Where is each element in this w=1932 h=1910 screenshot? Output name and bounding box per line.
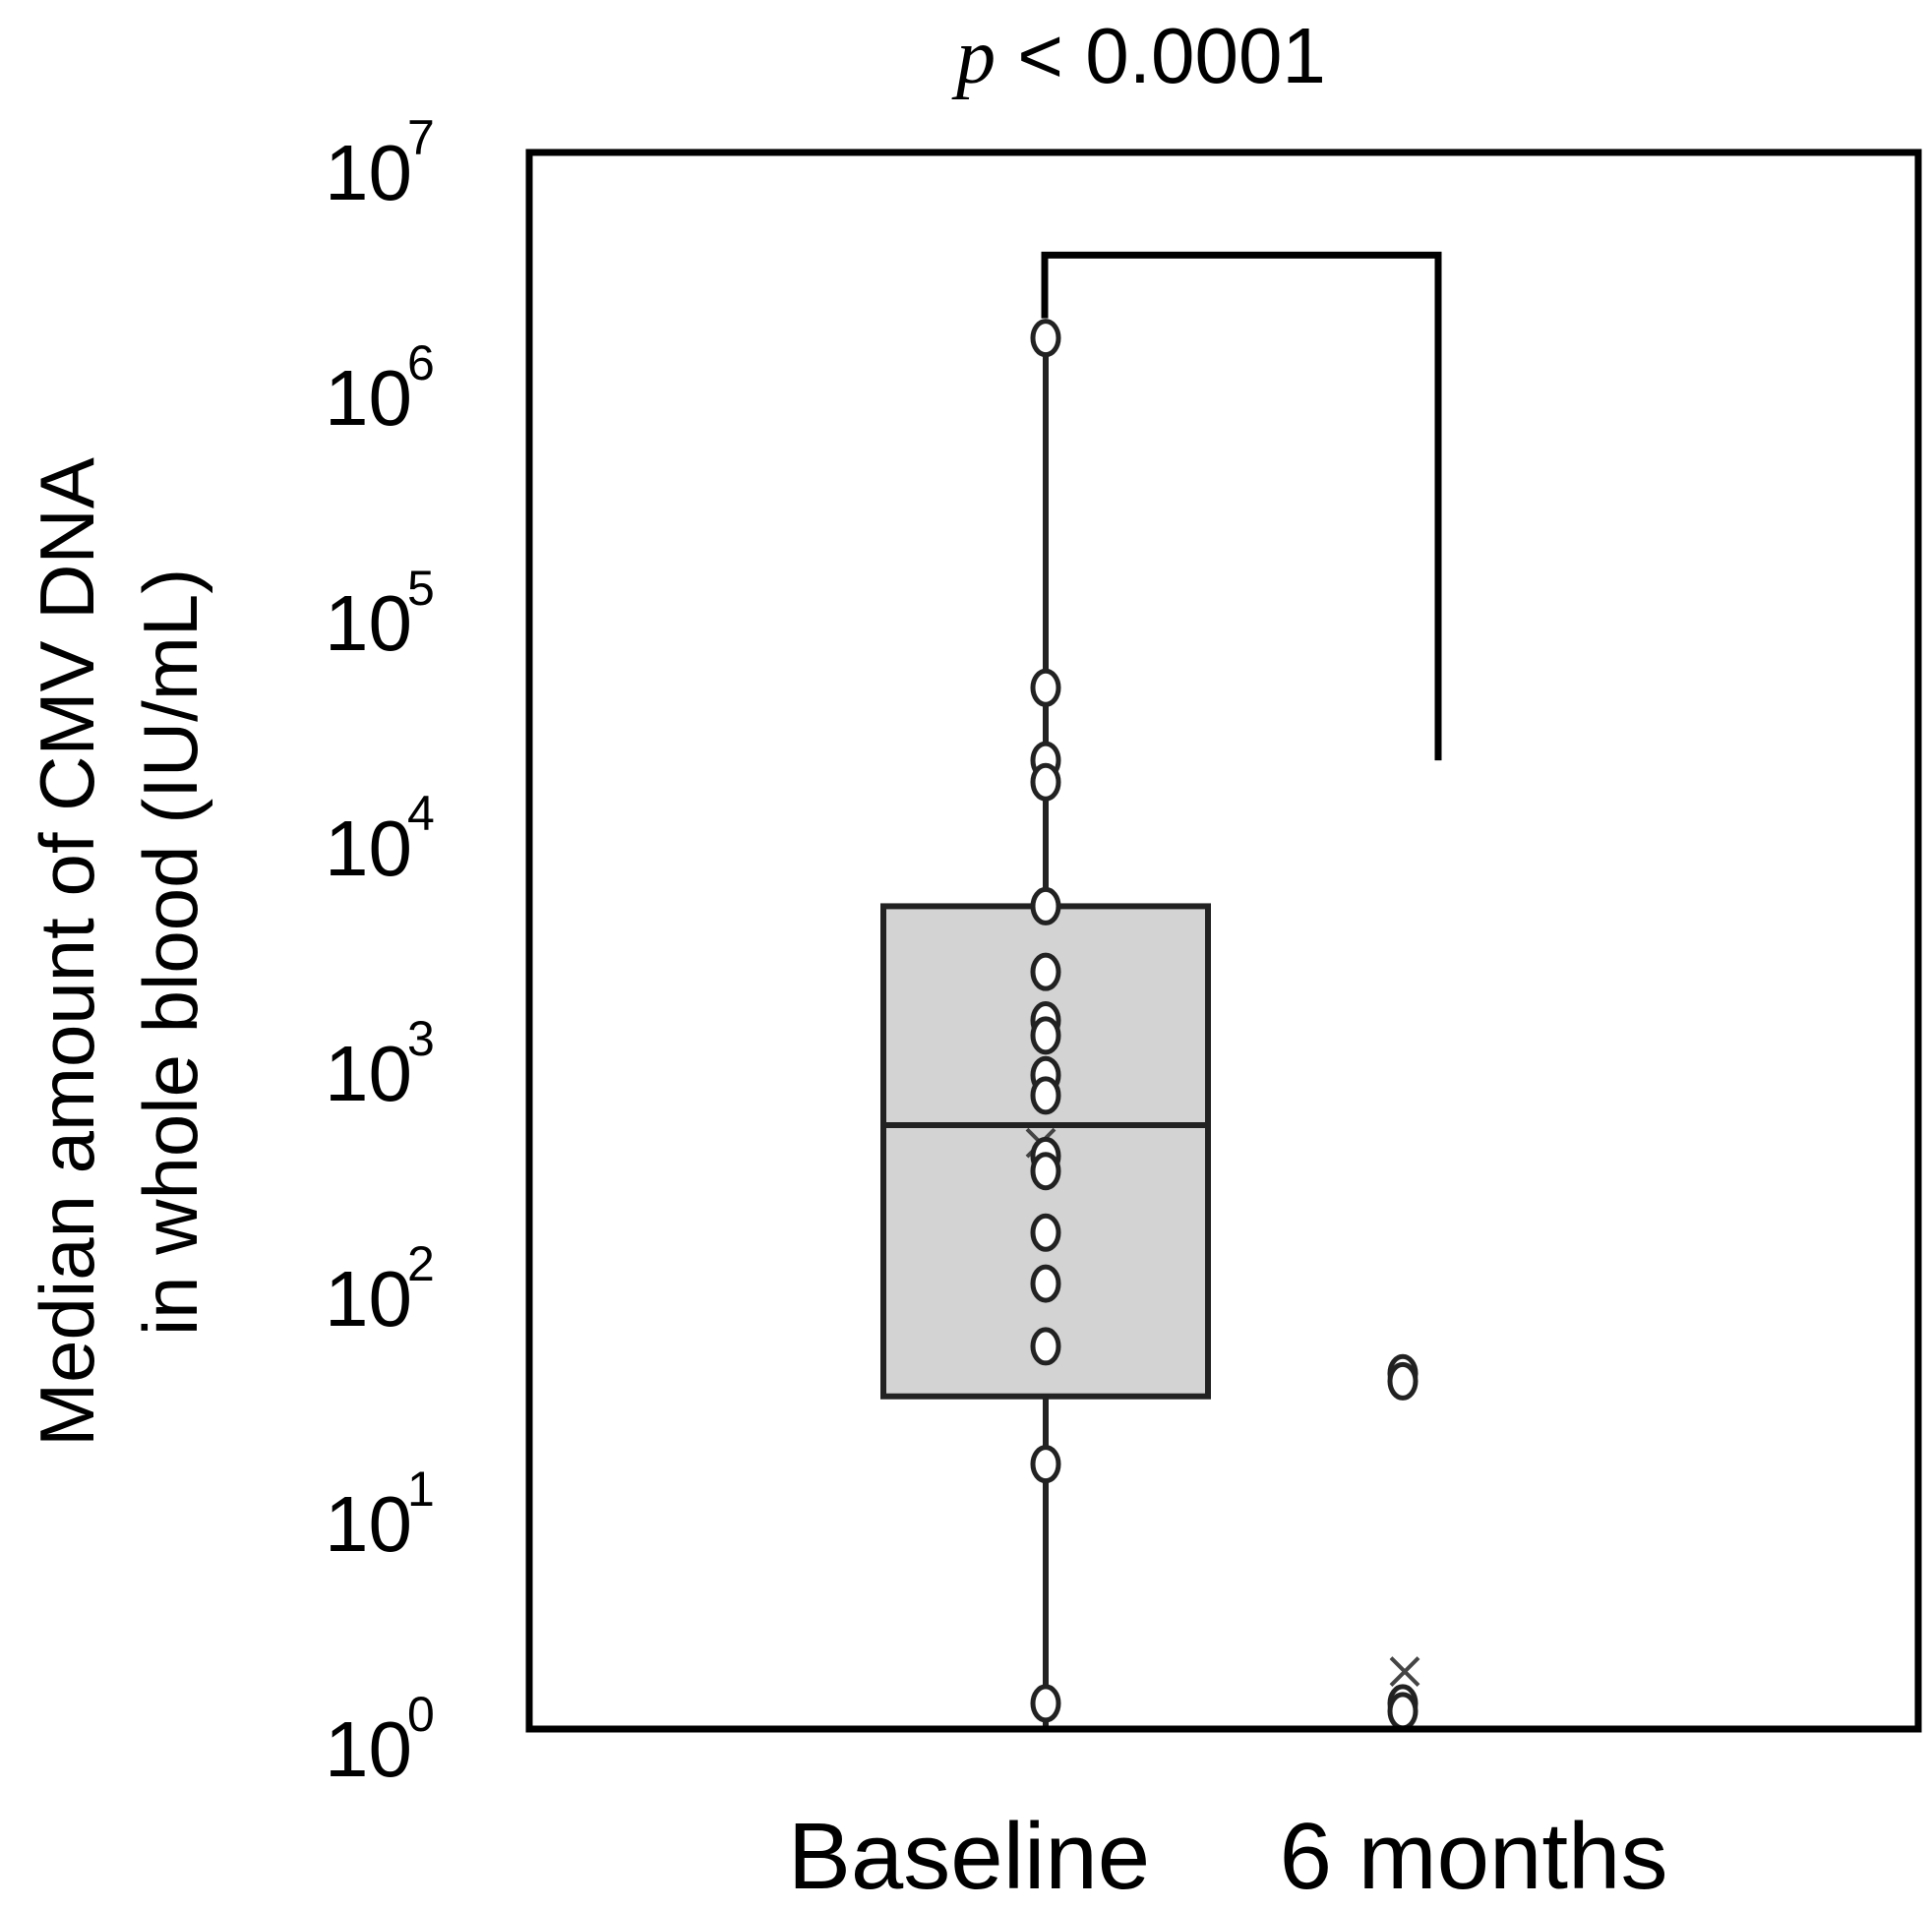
category-label-baseline: Baseline	[788, 1804, 1150, 1909]
category-0-point-9	[1030, 1076, 1061, 1115]
y-tick-exponent-1: 1	[407, 1462, 435, 1517]
category-0-point-3	[1030, 762, 1061, 802]
category-0-point-0	[1030, 319, 1061, 358]
category-1-point-3	[1387, 1692, 1419, 1731]
y-tick-exponent-5: 5	[407, 561, 435, 616]
category-0-point-14	[1030, 1327, 1061, 1366]
y-tick-label-3: 10	[325, 1030, 412, 1117]
significance-bracket	[1041, 251, 1442, 761]
plot-frame	[525, 149, 1922, 1733]
category-0-point-13	[1030, 1264, 1061, 1303]
y-tick-label-7: 10	[325, 129, 412, 216]
category-0-point-11	[1030, 1152, 1061, 1191]
category-0-point-12	[1030, 1213, 1061, 1252]
y-tick-label-6: 10	[325, 354, 412, 442]
y-tick-label-5: 10	[325, 579, 412, 667]
svg-text:p < 0.0001: p < 0.0001	[951, 12, 1326, 100]
y-tick-label-1: 10	[325, 1480, 412, 1568]
category-0-point-4	[1030, 886, 1061, 925]
category-0-point-1	[1030, 668, 1061, 707]
y-tick-label-4: 10	[325, 805, 412, 892]
category-1-point-1	[1387, 1361, 1419, 1401]
category-0-point-7	[1030, 1016, 1061, 1055]
y-tick-exponent-0: 0	[407, 1687, 435, 1742]
y-tick-exponent-7: 7	[407, 110, 435, 165]
plot-marks	[880, 319, 1420, 1731]
p-value-annotation: p < 0.0001	[951, 12, 1326, 100]
p-value-text: < 0.0001	[996, 12, 1326, 99]
category-0-point-16	[1030, 1684, 1061, 1723]
category-0-point-15	[1030, 1445, 1061, 1484]
y-axis-title-line-1: Median amount of CMV DNA	[24, 457, 110, 1447]
category-label-6-months: 6 months	[1280, 1804, 1668, 1909]
y-tick-exponent-6: 6	[407, 335, 435, 390]
y-tick-label-2: 10	[325, 1255, 412, 1343]
category-0-point-5	[1030, 952, 1061, 991]
y-tick-exponent-2: 2	[407, 1236, 435, 1291]
category-1-mean-marker	[1389, 1656, 1420, 1687]
y-axis-title: Median amount of CMV DNA in whole blood …	[24, 457, 213, 1447]
y-axis-title-line-2: in whole blood (IU/mL)	[127, 568, 213, 1336]
y-tick-label-0: 10	[325, 1705, 412, 1793]
p-value-symbol: p	[951, 14, 996, 100]
y-tick-exponent-3: 3	[407, 1011, 435, 1066]
y-tick-exponent-4: 4	[407, 786, 435, 841]
